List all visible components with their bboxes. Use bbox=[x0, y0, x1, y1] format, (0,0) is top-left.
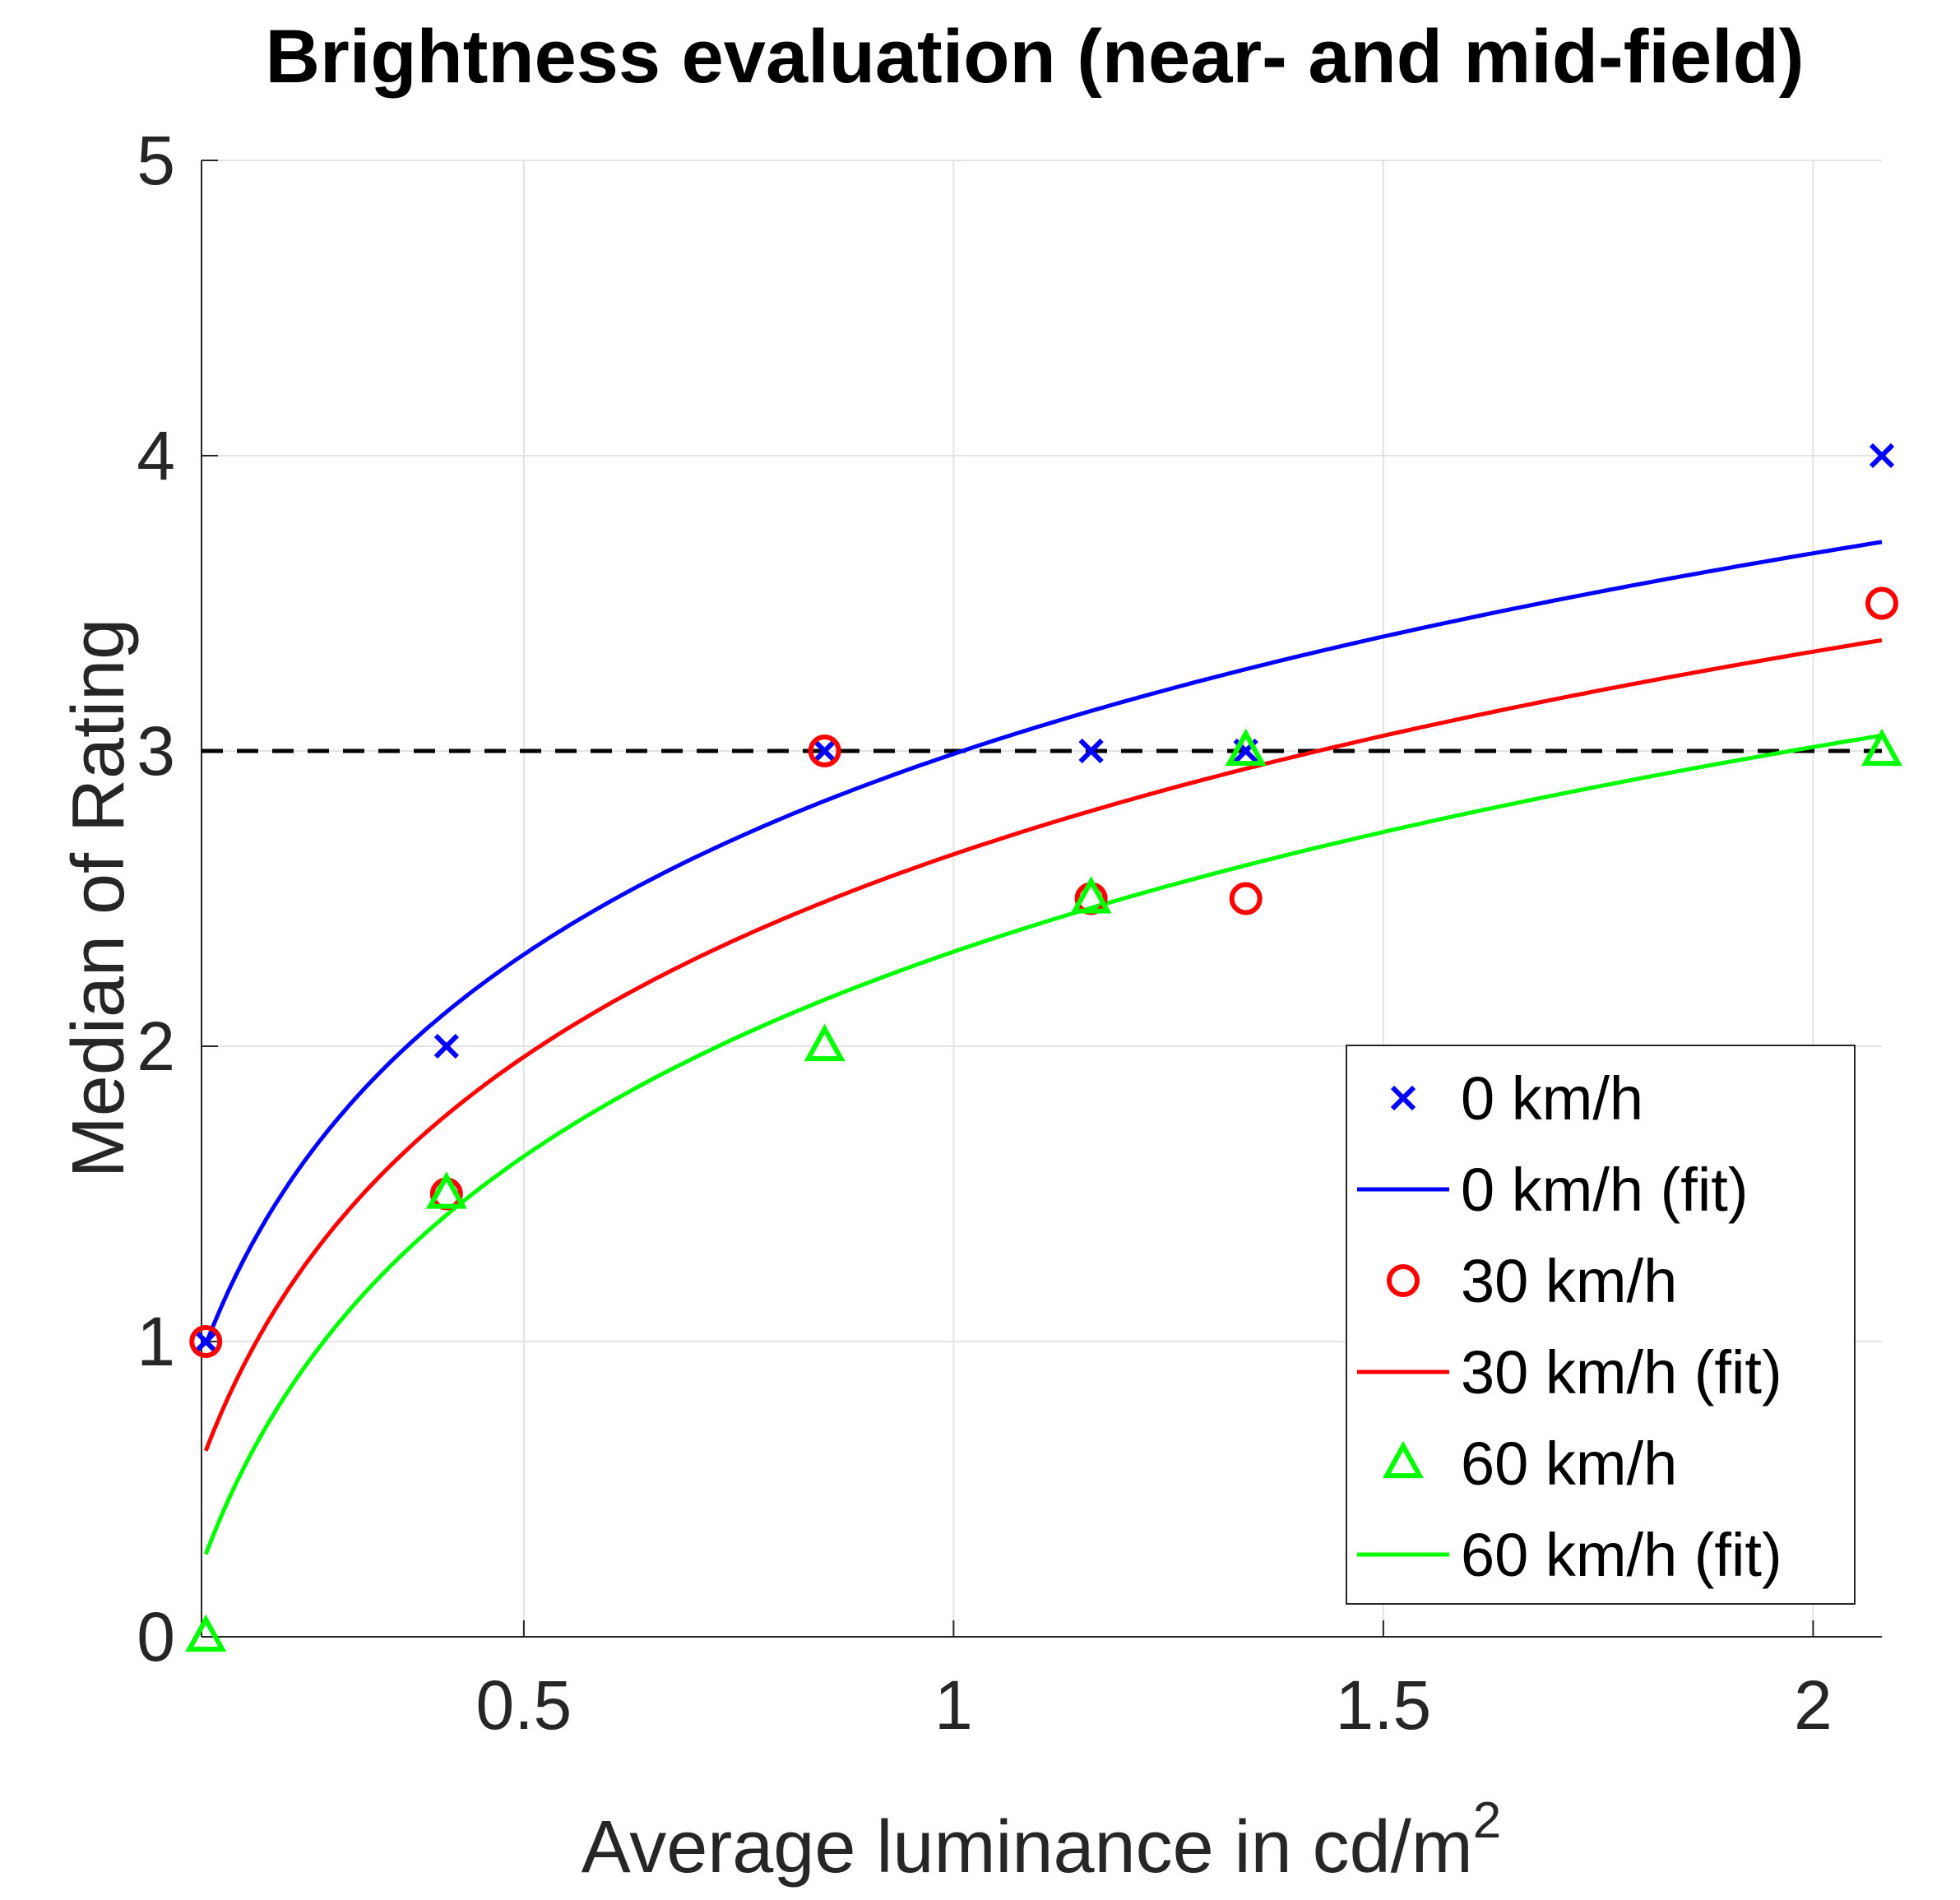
legend-label-0-km-h-fit: 0 km/h (fit) bbox=[1461, 1156, 1748, 1224]
marker-0-km-h-1 bbox=[433, 1033, 459, 1059]
legend-marker-0-km-h bbox=[1390, 1085, 1416, 1111]
legend-marker-60-km-h bbox=[1382, 1440, 1425, 1479]
legend-label-60-km-h-fit: 60 km/h (fit) bbox=[1461, 1521, 1782, 1589]
y-tick-label-5: 5 bbox=[137, 122, 175, 199]
legend-label-0-km-h: 0 km/h bbox=[1461, 1064, 1643, 1133]
marker-0-km-h-2-stroke-b bbox=[812, 738, 837, 764]
x-tick-label-2: 2 bbox=[1794, 1666, 1833, 1744]
marker-30-km-h-0 bbox=[189, 1325, 223, 1358]
marker-0-km-h-5-stroke-b bbox=[1869, 443, 1895, 469]
legend-marker-30-km-h bbox=[1387, 1264, 1420, 1297]
legend-box bbox=[1346, 1045, 1856, 1605]
marker-30-km-h-5 bbox=[1865, 586, 1898, 620]
marker-0-km-h-0 bbox=[193, 1328, 219, 1355]
x-tick-label-1: 1 bbox=[934, 1666, 973, 1744]
marker-0-km-h-3 bbox=[1078, 738, 1104, 764]
x-tick-label-1.5: 1.5 bbox=[1336, 1666, 1432, 1744]
marker-0-km-h-5 bbox=[1869, 443, 1895, 469]
y-tick-label-2: 2 bbox=[137, 1008, 175, 1085]
x-axis-label: Average luminance in cd/m2 bbox=[582, 1792, 1501, 1888]
marker-0-km-h-3-stroke-b bbox=[1078, 738, 1104, 764]
y-tick-labels: 0 1 2 3 4 5 bbox=[137, 122, 175, 1675]
markers-layer bbox=[185, 443, 1902, 1652]
marker-60-km-h-1 bbox=[425, 1171, 467, 1209]
y-tick-label-0: 0 bbox=[137, 1598, 175, 1675]
chart-title: Brightness evaluation (near- and mid-fie… bbox=[266, 15, 1805, 99]
legend-label-60-km-h: 60 km/h bbox=[1461, 1430, 1677, 1498]
x-tick-label-0.5: 0.5 bbox=[475, 1666, 572, 1744]
marker-30-km-h-2 bbox=[808, 735, 841, 767]
marker-0-km-h-2 bbox=[812, 738, 837, 764]
marker-60-km-h-0 bbox=[185, 1614, 227, 1652]
y-axis-label: Median of Rating bbox=[58, 619, 140, 1178]
marker-60-km-h-4 bbox=[1225, 728, 1267, 767]
fit-line-60-km-h-fit bbox=[203, 733, 1883, 1555]
marker-60-km-h-2 bbox=[804, 1023, 846, 1062]
marker-60-km-h-3 bbox=[1070, 876, 1112, 914]
fit-curves-layer bbox=[203, 540, 1883, 1555]
y-tick-label-3: 3 bbox=[137, 712, 175, 790]
legend-label-30-km-h: 30 km/h bbox=[1461, 1247, 1677, 1315]
marker-60-km-h-5 bbox=[1861, 728, 1902, 767]
y-tick-label-4: 4 bbox=[137, 417, 175, 494]
fit-line-30-km-h-fit bbox=[203, 637, 1883, 1452]
legend-entries: 0 km/h 0 km/h (fit) 30 km/h 30 km/h (fit) 60… bbox=[1357, 1064, 1782, 1589]
legend-marker-0-km-h-stroke-b bbox=[1390, 1085, 1416, 1111]
x-axis-label-text: Average luminance in cd/m bbox=[582, 1806, 1473, 1888]
marker-0-km-h-0-stroke-b bbox=[193, 1328, 219, 1355]
marker-30-km-h-4 bbox=[1229, 882, 1263, 915]
marker-0-km-h-1-stroke-b bbox=[433, 1033, 459, 1059]
legend-label-30-km-h-fit: 30 km/h (fit) bbox=[1461, 1338, 1782, 1406]
legend: 0 km/h 0 km/h (fit) 30 km/h 30 km/h (fit) 60… bbox=[1346, 1045, 1856, 1605]
fit-line-0-km-h-fit bbox=[203, 540, 1883, 1346]
y-tick-label-1: 1 bbox=[137, 1303, 175, 1380]
x-tick-labels: 0.5 1 1.5 2 bbox=[475, 1666, 1832, 1744]
x-axis-label-superscript: 2 bbox=[1473, 1792, 1501, 1849]
